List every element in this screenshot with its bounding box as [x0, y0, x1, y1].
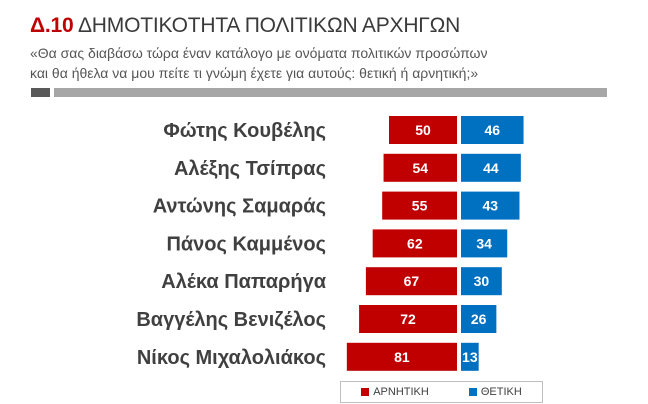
data-label-positive: 34: [476, 235, 492, 251]
category-label: Φώτης Κουβέλης: [163, 120, 326, 142]
legend-label-negative: ΑΡΝΗΤΙΚΗ: [373, 386, 429, 398]
bar-negative: [365, 267, 457, 296]
category-label: Αλέκα Παπαρήγα: [161, 271, 326, 293]
subtitle-line-2: και θα ήθελα να μου πείτε τι γνώμη έχετε…: [30, 65, 479, 81]
section-code: Δ.10: [30, 14, 74, 37]
legend-item-positive: ΘΕΤΙΚΗ: [468, 386, 522, 398]
data-label-negative: 54: [412, 160, 428, 176]
data-label-positive: 13: [462, 349, 478, 365]
data-label-negative: 62: [407, 235, 423, 251]
category-label: Βαγγέλης Βενιζέλος: [136, 309, 326, 331]
bar-positive: [461, 116, 524, 144]
data-label-positive: 46: [484, 122, 500, 138]
category-label: Πάνος Καμμένος: [166, 233, 326, 255]
bar-negative: [389, 116, 457, 144]
bar-negative: [372, 229, 457, 258]
legend-item-negative: ΑΡΝΗΤΙΚΗ: [361, 386, 429, 398]
bar-negative: [382, 191, 457, 220]
data-label-positive: 43: [482, 198, 498, 214]
bar-positive: [461, 305, 497, 333]
bar-positive: [461, 191, 520, 220]
data-label-positive: 26: [471, 311, 487, 327]
title-text: ΔΗΜΟΤΙΚΟΤΗΤΑ ΠΟΛΙΤΙΚΩΝ ΑΡΧΗΓΩΝ: [77, 14, 461, 37]
bar-positive: [461, 342, 479, 371]
divider-dark: [31, 88, 50, 97]
data-label-positive: 44: [483, 160, 499, 176]
data-label-negative: 55: [412, 198, 428, 214]
bar-positive: [461, 267, 502, 296]
bar-positive: [461, 153, 521, 182]
bar-negative: [346, 342, 457, 371]
data-label-negative: 50: [415, 122, 431, 138]
data-label-negative: 67: [404, 273, 420, 289]
legend-swatch-positive: [468, 388, 477, 397]
category-label: Αντώνης Σαμαράς: [153, 196, 326, 218]
category-label: Νίκος Μιχαλολιάκος: [137, 347, 326, 369]
divider-light: [54, 88, 607, 97]
bar-negative: [359, 305, 457, 333]
legend: ΑΡΝΗΤΙΚΗ ΘΕΤΙΚΗ: [340, 381, 543, 403]
page-title: Δ.10 ΔΗΜΟΤΙΚΟΤΗΤΑ ΠΟΛΙΤΙΚΩΝ ΑΡΧΗΓΩΝ: [30, 14, 460, 38]
data-label-negative: 72: [400, 311, 416, 327]
legend-label-positive: ΘΕΤΙΚΗ: [480, 386, 522, 398]
legend-swatch-negative: [361, 388, 370, 397]
data-label-positive: 30: [474, 273, 490, 289]
bar-positive: [461, 229, 508, 258]
data-label-negative: 81: [394, 349, 410, 365]
subtitle-line-1: «Θα σας διαβάσω τώρα έναν κατάλογο με ον…: [30, 45, 488, 61]
bar-negative: [383, 153, 457, 182]
category-label: Αλέξης Τσίπρας: [174, 158, 326, 180]
